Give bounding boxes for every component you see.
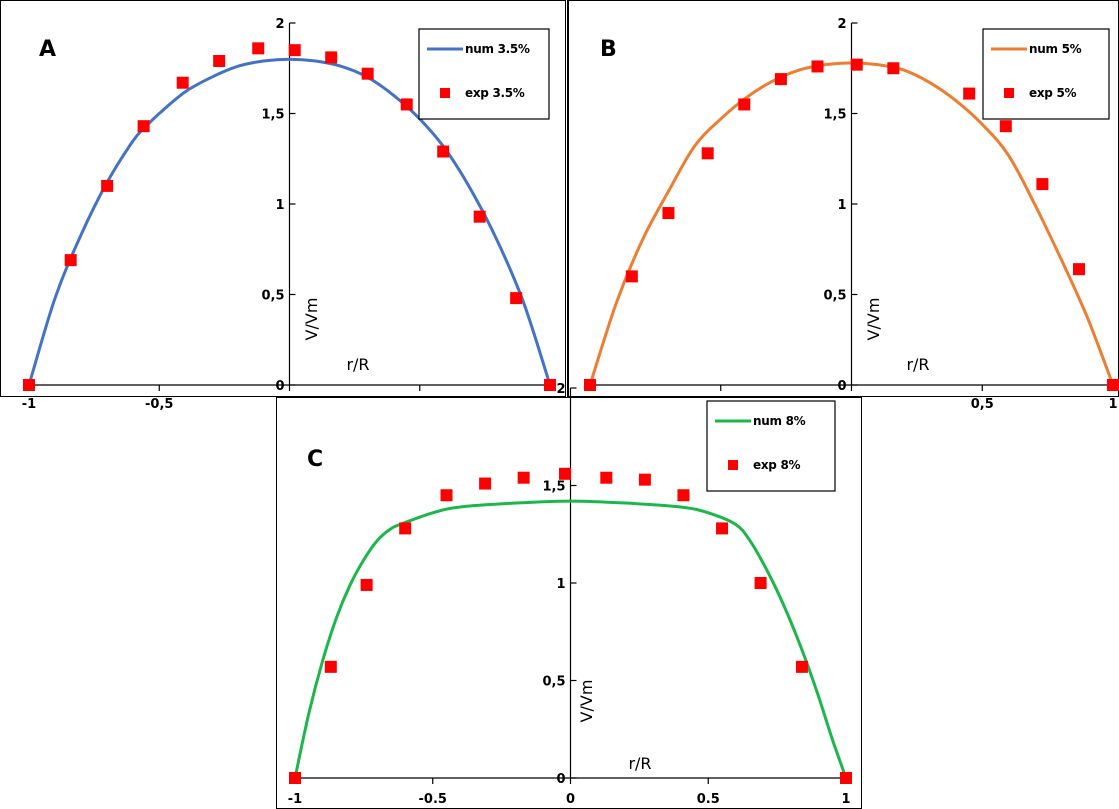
data-point-marker [399,522,412,535]
data-point-marker [213,55,226,68]
y-tick-label: 0,5 [261,289,284,304]
data-point-marker [361,67,374,80]
panel-letter: A [39,37,56,62]
data-point-marker [716,522,729,535]
legend-box [982,28,1110,120]
x-tick-label: -0,5 [145,397,173,412]
data-point-marker [754,577,767,589]
y-tick-label: 2 [837,17,846,32]
legend-marker-swatch [1004,88,1014,98]
x-tick-label: -1 [288,792,302,807]
data-point-marker [360,578,373,591]
data-point-marker [840,772,852,784]
y-tick-label: 1 [837,198,846,213]
data-point-marker [324,660,337,673]
data-point-marker [288,44,301,57]
panel-letter: C [307,447,323,472]
data-point-marker [101,179,114,192]
y-tick-label: 2 [556,382,565,397]
y-tick-label: 0 [275,379,284,394]
legend-label: num 8% [753,414,806,428]
series-line [27,57,552,387]
data-point-marker [440,489,453,502]
data-point-marker [638,473,651,486]
data-point-marker [1036,178,1049,191]
y-tick-label: 1 [556,577,565,592]
y-tick-label: 1,5 [542,480,565,495]
legend-marker-swatch [440,88,450,98]
x-tick-label: 0 [566,792,575,807]
series-line [293,499,848,780]
x-axis-title: r/R [346,355,369,374]
legend-box [706,400,836,492]
data-point-marker [677,489,690,502]
x-tick-label: 1 [841,792,850,807]
data-point-marker [544,379,556,391]
y-tick-label: 1,5 [261,108,284,123]
data-point-marker [437,145,450,158]
data-point-marker [662,207,675,220]
data-point-marker [887,62,900,75]
y-axis-title: V/Vm [577,680,596,723]
legend-label: num 3.5% [465,42,530,56]
data-point-marker [510,292,523,305]
data-point-marker [137,120,150,133]
x-tick-label: 1 [1108,397,1117,412]
y-tick-label: 1 [275,198,284,213]
x-tick-label: -0.5 [419,792,447,807]
y-axis-title: V/Vm [864,298,883,341]
data-point-marker [795,660,808,673]
data-point-marker [600,471,613,484]
data-point-marker [64,254,77,267]
x-axis-title: r/R [906,355,929,374]
data-point-marker [963,87,976,100]
legend-label: exp 3.5% [465,86,525,100]
data-point-marker [479,477,492,490]
data-point-marker [701,147,714,160]
x-axis-title: r/R [628,754,651,773]
data-point-marker [738,98,751,111]
data-point-marker [400,98,413,111]
data-point-marker [850,58,863,71]
y-tick-label: 0 [556,772,565,787]
x-tick-label: -1 [22,397,36,412]
legend-label: num 5% [1029,42,1082,56]
y-tick-label: 2 [275,17,284,32]
x-tick-label: 0,5 [971,397,994,412]
data-point-marker [584,379,596,391]
data-point-marker [289,772,301,784]
data-point-marker [999,120,1012,133]
data-point-marker [1107,379,1119,391]
legend-marker-swatch [728,460,738,470]
y-tick-label: 0,5 [823,289,846,304]
panel-letter: B [600,37,617,62]
y-tick-label: 1,5 [823,108,846,123]
x-tick-label: 0.5 [697,792,720,807]
y-axis-title: V/Vm [302,298,321,341]
legend-box [418,28,550,120]
legend-label: exp 5% [1029,86,1076,100]
legend-label: exp 8% [753,458,800,472]
y-tick-label: 0,5 [542,675,565,690]
data-point-marker [325,51,338,64]
y-tick-label: 0 [837,379,846,394]
data-point-marker [811,60,824,73]
data-point-marker [252,42,265,55]
data-point-marker [1073,263,1086,276]
data-point-marker [558,467,571,480]
data-point-marker [625,270,638,283]
data-point-marker [517,471,530,484]
data-point-marker [176,76,189,89]
data-point-marker [23,379,35,391]
data-point-marker [774,73,787,86]
data-point-marker [473,210,486,223]
